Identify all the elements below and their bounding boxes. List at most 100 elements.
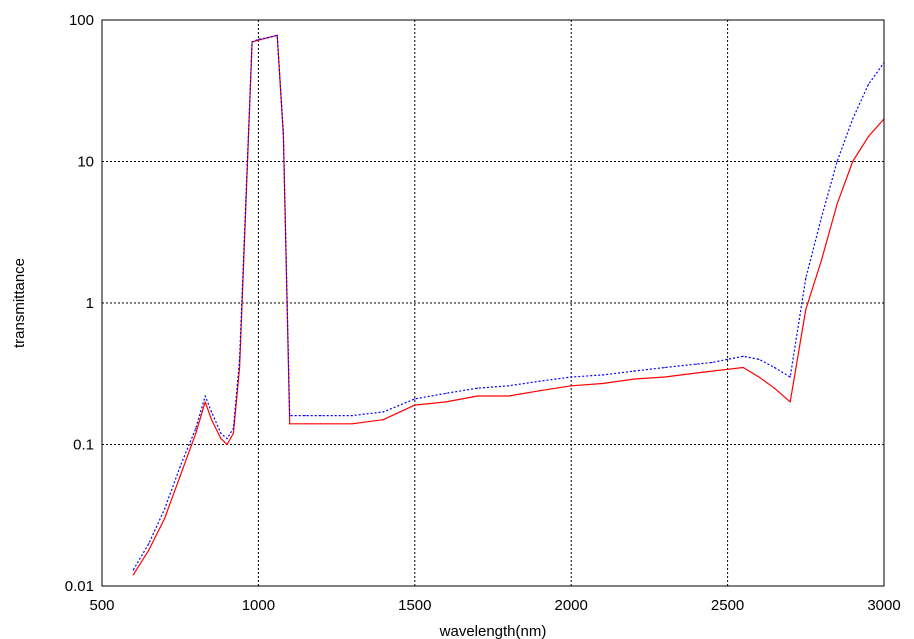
- data-point: [867, 136, 870, 138]
- data-point: [257, 38, 259, 40]
- data-point: [267, 37, 269, 39]
- data-point: [351, 423, 353, 425]
- data-point: [695, 372, 697, 374]
- y-tick-label: 0.1: [73, 437, 94, 454]
- plot-frame: [101, 19, 885, 587]
- data-point: [304, 423, 306, 425]
- tick-labels: 500 1000 1500 2000 2500 3000 0.01 0.1 1 10 100: [65, 12, 901, 614]
- data-point: [445, 401, 447, 403]
- data-point: [601, 374, 604, 376]
- data-point: [664, 366, 666, 369]
- series-line-2: [132, 34, 885, 571]
- data-point: [727, 368, 729, 370]
- data-point: [132, 569, 134, 571]
- data-point: [232, 427, 234, 429]
- data-point: [195, 432, 197, 434]
- data-point: [289, 415, 291, 417]
- data-point: [852, 160, 854, 163]
- data-point: [867, 83, 870, 86]
- y-tick-label: 1: [86, 295, 94, 312]
- data-point: [789, 376, 791, 378]
- data-point: [539, 380, 541, 382]
- data-point: [789, 401, 791, 403]
- data-point: [805, 277, 807, 279]
- data-point: [251, 41, 253, 43]
- x-axis-title: wavelength(nm): [439, 623, 547, 639]
- y-tick-label: 10: [77, 154, 94, 171]
- data-point: [210, 411, 213, 413]
- data-point: [204, 395, 206, 397]
- data-point: [539, 390, 541, 392]
- data-point: [232, 432, 234, 434]
- data-point: [204, 401, 206, 403]
- data-point: [210, 419, 213, 421]
- data-point: [245, 197, 247, 199]
- x-tick-label: 1000: [242, 597, 275, 614]
- data-point: [476, 387, 478, 389]
- data-point: [805, 308, 807, 311]
- x-tick-label: 500: [89, 597, 114, 614]
- data-point: [304, 415, 306, 417]
- data-point: [239, 358, 241, 360]
- data-point: [220, 438, 222, 440]
- data-point: [711, 370, 713, 372]
- data-point: [711, 361, 713, 364]
- data-point: [508, 385, 510, 387]
- data-point: [742, 355, 744, 357]
- data-point: [820, 259, 823, 261]
- data-point: [320, 423, 322, 425]
- data-point: [773, 387, 776, 389]
- data-point: [664, 376, 666, 378]
- data-point: [570, 376, 572, 378]
- data-point: [695, 363, 697, 365]
- data-point: [414, 398, 416, 400]
- data-point: [414, 404, 416, 406]
- data-point: [239, 366, 241, 369]
- data-point: [226, 438, 228, 440]
- data-point: [179, 465, 181, 467]
- data-point: [289, 423, 291, 425]
- data-point: [836, 203, 838, 205]
- y-axis-title: transmittance: [11, 258, 28, 348]
- data-point: [445, 392, 447, 394]
- data-point: [633, 370, 635, 372]
- y-tick-label: 0.01: [65, 578, 94, 595]
- data-point: [148, 549, 150, 551]
- data-point: [220, 432, 222, 434]
- data-point: [195, 427, 197, 429]
- data-point: [852, 118, 854, 120]
- data-point: [257, 39, 259, 41]
- x-tick-label: 1500: [398, 597, 431, 614]
- data-point: [742, 366, 744, 369]
- x-tick-label: 2000: [555, 597, 588, 614]
- data-point: [132, 574, 134, 576]
- data-point: [633, 378, 635, 380]
- gridlines: [102, 20, 884, 586]
- data-point: [836, 160, 838, 163]
- data-point: [351, 415, 353, 417]
- data-point: [773, 366, 776, 369]
- data-point: [320, 415, 322, 417]
- data-point: [282, 132, 284, 134]
- data-point: [276, 34, 278, 36]
- data-point: [508, 395, 510, 397]
- data-point: [820, 217, 823, 219]
- data-point: [758, 376, 760, 378]
- data-point: [601, 382, 604, 385]
- data-point: [226, 443, 228, 446]
- data-point: [148, 542, 150, 545]
- series-line-1: [132, 34, 885, 576]
- series-group: [132, 34, 885, 576]
- data-point: [382, 419, 385, 421]
- x-tick-label: 3000: [867, 597, 900, 614]
- data-point: [179, 475, 181, 477]
- data-point: [382, 411, 385, 413]
- x-tick-label: 2500: [711, 597, 744, 614]
- data-point: [476, 395, 478, 397]
- data-point: [164, 517, 166, 520]
- data-point: [570, 385, 572, 387]
- data-point: [727, 358, 729, 360]
- data-point: [164, 508, 166, 510]
- data-point: [758, 358, 760, 360]
